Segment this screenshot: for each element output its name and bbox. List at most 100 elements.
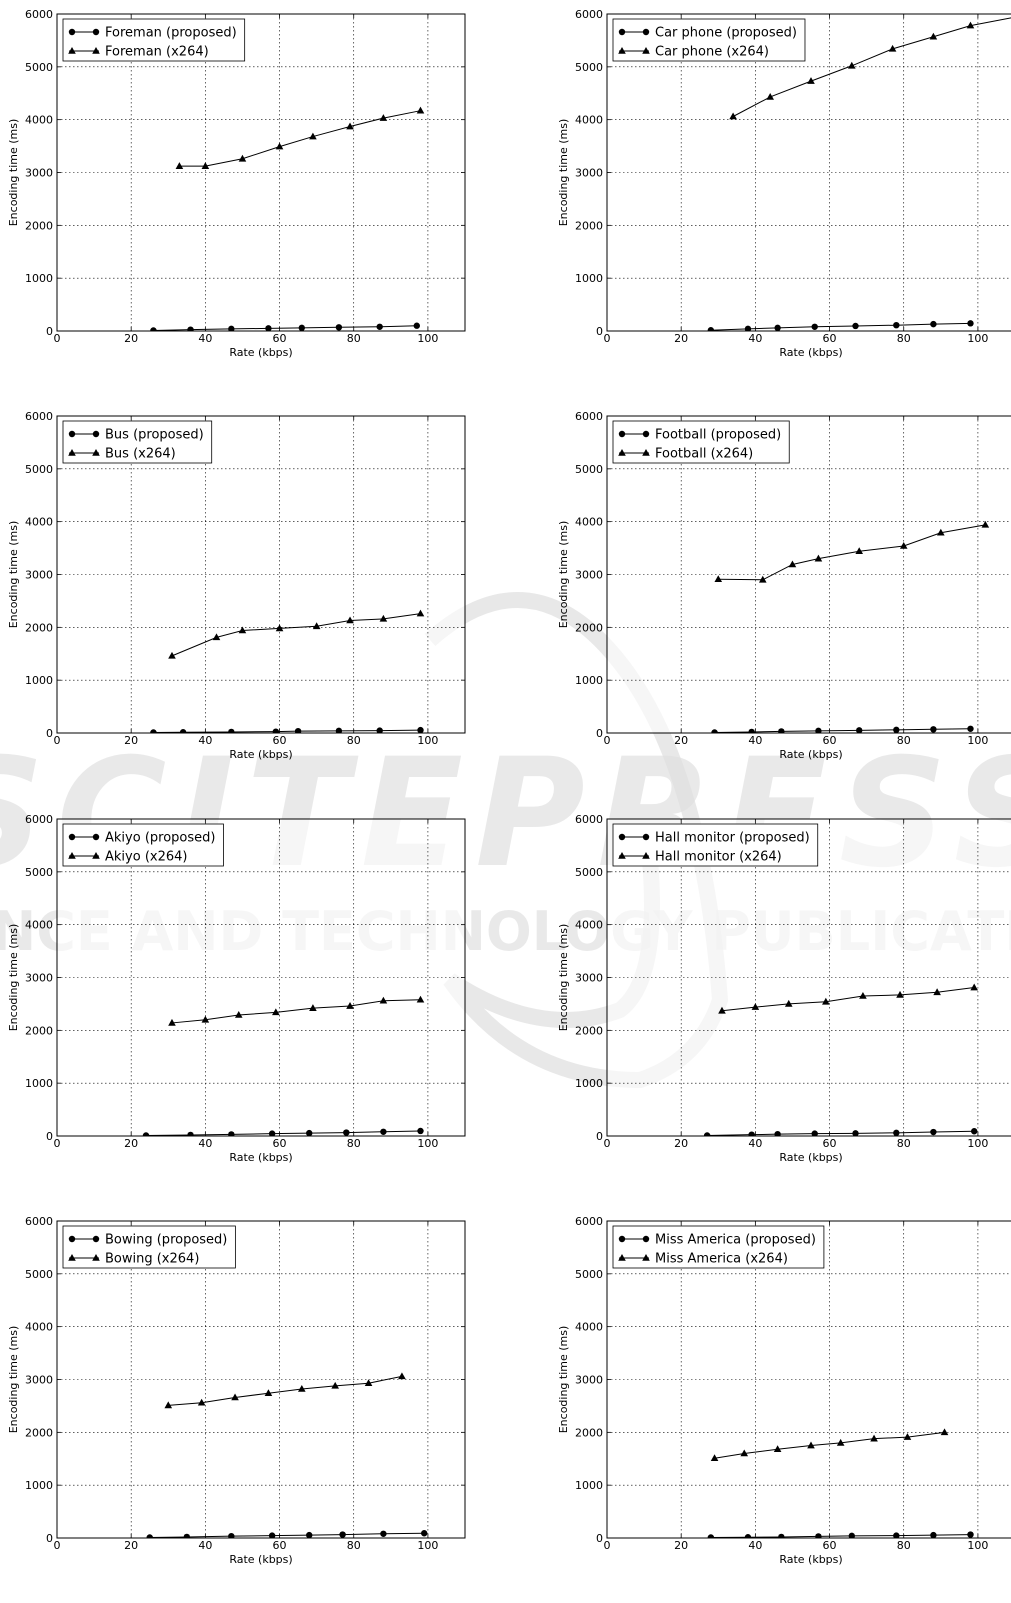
x-tick-label: 60 — [823, 734, 837, 747]
data-point — [893, 1129, 900, 1136]
x-tick-label: 100 — [417, 1137, 438, 1150]
legend-box — [612, 420, 790, 464]
x-tick-label: 40 — [198, 1539, 212, 1552]
data-point — [228, 1532, 235, 1538]
data-point — [309, 1004, 317, 1011]
y-tick-label: 0 — [46, 1130, 53, 1143]
data-point — [778, 728, 785, 733]
data-point — [234, 1011, 243, 1018]
y-tick-label: 6000 — [575, 8, 603, 21]
y-axis-label: Encoding time (ms) — [557, 1326, 570, 1434]
x-axis-label: Rate (kbps) — [229, 748, 292, 761]
y-tick-label: 3000 — [575, 972, 603, 985]
data-point — [417, 726, 424, 733]
data-point — [168, 1018, 176, 1026]
x-tick-label: 0 — [604, 1539, 611, 1552]
x-tick-label: 0 — [604, 332, 611, 345]
y-tick-label: 0 — [46, 727, 53, 740]
x-axis-label: Rate (kbps) — [229, 346, 292, 359]
legend-label: Hall monitor (x264) — [655, 850, 782, 865]
data-point — [142, 1132, 150, 1136]
x-tick-label: 100 — [417, 734, 438, 747]
legend-marker — [92, 852, 100, 859]
legend-label: Bowing (x264) — [105, 1252, 199, 1267]
legend-label: Miss America (proposed) — [655, 1233, 816, 1248]
x-tick-label: 60 — [273, 332, 287, 345]
y-tick-label: 3000 — [575, 1374, 603, 1387]
x-tick-label: 40 — [198, 734, 212, 747]
data-point — [744, 325, 752, 331]
y-tick-label: 3000 — [575, 569, 603, 582]
data-point — [937, 528, 945, 536]
legend-marker — [68, 47, 76, 54]
data-point — [729, 112, 737, 120]
y-tick-label: 5000 — [25, 1268, 53, 1281]
data-point — [807, 77, 815, 84]
x-tick-label: 60 — [273, 734, 287, 747]
legend-marker — [68, 430, 76, 438]
y-tick-label: 1000 — [25, 1479, 53, 1492]
series-line — [714, 1431, 945, 1459]
y-tick-label: 2000 — [25, 1024, 53, 1037]
y-tick-label: 1000 — [575, 1479, 603, 1492]
y-tick-label: 1000 — [25, 272, 53, 285]
data-point — [238, 154, 247, 162]
y-tick-label: 4000 — [575, 516, 603, 529]
y-tick-label: 6000 — [25, 813, 53, 826]
data-point — [379, 614, 388, 622]
legend-marker — [92, 833, 100, 841]
y-tick-label: 3000 — [575, 167, 603, 180]
series-line — [732, 17, 1011, 117]
data-point — [146, 1534, 153, 1538]
data-point — [773, 1445, 782, 1453]
legend-label: Hall monitor (proposed) — [655, 831, 810, 846]
data-point — [379, 114, 388, 121]
x-tick-label: 20 — [674, 1539, 688, 1552]
data-point — [268, 1532, 276, 1538]
y-tick-label: 6000 — [25, 8, 53, 21]
y-tick-label: 1000 — [575, 272, 603, 285]
x-tick-label: 0 — [604, 1137, 611, 1150]
data-point — [710, 1454, 719, 1462]
legend-marker — [642, 430, 650, 438]
data-point — [788, 560, 797, 568]
data-point — [380, 1128, 387, 1135]
legend-label: Miss America (x264) — [655, 1252, 788, 1267]
x-tick-label: 0 — [54, 1539, 61, 1552]
y-tick-label: 4000 — [25, 919, 53, 932]
data-point — [855, 547, 864, 555]
y-tick-label: 2000 — [25, 621, 53, 634]
data-point — [784, 999, 793, 1007]
legend-label: Akiyo (proposed) — [105, 831, 215, 846]
data-point — [940, 1428, 949, 1436]
data-point — [967, 320, 974, 327]
data-point — [212, 633, 221, 641]
data-point — [298, 1385, 306, 1392]
legend-box — [612, 18, 806, 62]
series-line — [153, 325, 417, 331]
y-axis-label: Encoding time (ms) — [557, 119, 570, 227]
x-tick-label: 20 — [124, 1137, 138, 1150]
series-line — [171, 999, 421, 1024]
legend-marker — [68, 852, 76, 859]
data-point — [306, 1531, 313, 1538]
data-point — [272, 728, 280, 733]
x-tick-label: 80 — [897, 1539, 911, 1552]
data-point — [238, 626, 247, 634]
data-point — [376, 323, 383, 330]
x-axis-label: Rate (kbps) — [229, 1151, 292, 1164]
y-tick-label: 6000 — [575, 813, 603, 826]
data-point — [379, 996, 388, 1004]
data-point — [421, 1530, 428, 1537]
y-tick-label: 2000 — [575, 621, 603, 634]
series-group — [711, 520, 990, 733]
x-tick-label: 80 — [897, 332, 911, 345]
y-tick-label: 0 — [596, 1532, 603, 1545]
legend-marker — [92, 1254, 100, 1261]
data-point — [331, 1381, 339, 1389]
x-tick-label: 0 — [604, 734, 611, 747]
data-point — [711, 729, 718, 733]
data-point — [187, 326, 194, 331]
data-point — [967, 1531, 974, 1538]
legend-label: Akiyo (x264) — [105, 850, 187, 865]
